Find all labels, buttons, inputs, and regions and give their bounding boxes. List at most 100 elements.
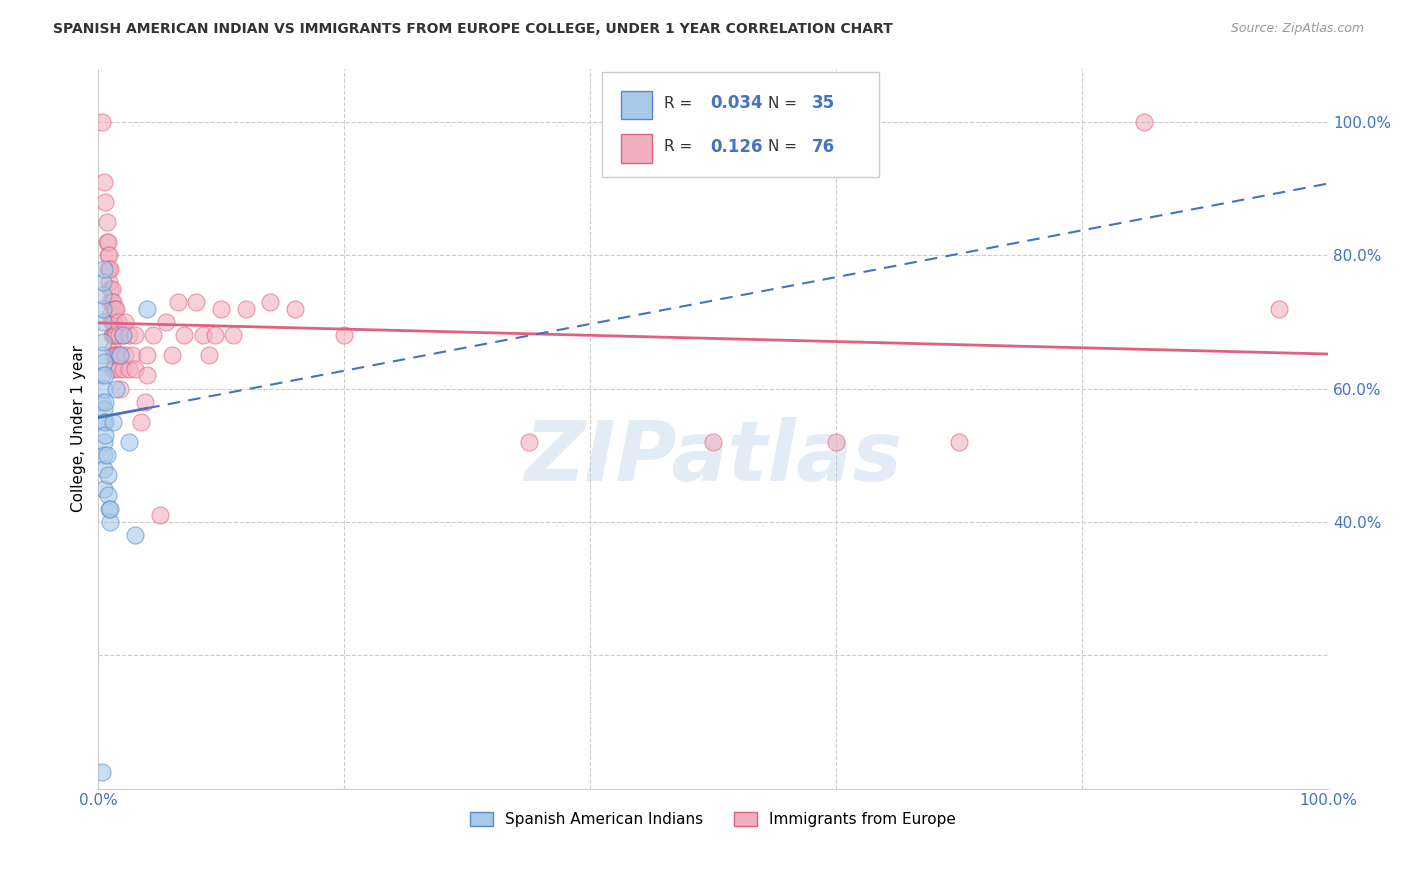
Point xyxy=(101,315,124,329)
Point xyxy=(825,434,848,449)
Point xyxy=(100,315,122,329)
Point xyxy=(93,448,115,462)
Point xyxy=(124,361,146,376)
Point xyxy=(104,301,127,316)
Point xyxy=(93,382,115,396)
Point xyxy=(100,281,122,295)
Point xyxy=(98,261,121,276)
Point xyxy=(97,261,120,276)
Point xyxy=(90,348,112,362)
Point xyxy=(118,328,141,343)
Point xyxy=(186,294,208,309)
Point xyxy=(204,328,226,343)
Point xyxy=(103,348,125,362)
Point xyxy=(209,301,232,316)
Point xyxy=(108,328,131,343)
Point xyxy=(98,501,121,516)
Point xyxy=(91,315,114,329)
Point xyxy=(93,175,115,189)
Point xyxy=(104,328,127,343)
Point xyxy=(93,415,115,429)
Point xyxy=(191,328,214,343)
Text: 0.034: 0.034 xyxy=(710,95,763,112)
Point xyxy=(259,294,281,309)
Point xyxy=(94,395,117,409)
Point xyxy=(94,415,117,429)
Point xyxy=(91,301,114,316)
Point xyxy=(101,415,124,429)
FancyBboxPatch shape xyxy=(602,72,879,177)
Point xyxy=(100,328,122,343)
Point xyxy=(136,348,159,362)
Text: 76: 76 xyxy=(811,138,835,156)
Point xyxy=(98,515,121,529)
Point xyxy=(118,434,141,449)
Point xyxy=(134,395,156,409)
Point xyxy=(90,368,112,383)
Point xyxy=(93,355,115,369)
Point xyxy=(155,315,177,329)
Point xyxy=(148,508,170,523)
Point xyxy=(94,428,117,442)
Point xyxy=(111,328,134,343)
Point xyxy=(94,368,117,383)
Point xyxy=(702,434,724,449)
Point xyxy=(121,348,143,362)
Text: R =: R = xyxy=(664,139,697,154)
Point xyxy=(124,328,146,343)
Point xyxy=(136,368,159,383)
Text: Source: ZipAtlas.com: Source: ZipAtlas.com xyxy=(1230,22,1364,36)
Point xyxy=(948,434,970,449)
Point xyxy=(103,328,125,343)
Point xyxy=(91,288,114,302)
Point xyxy=(1132,115,1154,129)
Point xyxy=(108,348,131,362)
Text: R =: R = xyxy=(664,95,697,111)
Point xyxy=(107,315,129,329)
Point xyxy=(101,361,124,376)
Point xyxy=(124,528,146,542)
Point xyxy=(93,482,115,496)
Point xyxy=(98,308,121,322)
Point xyxy=(101,294,124,309)
Text: N =: N = xyxy=(769,95,803,111)
Point xyxy=(108,361,131,376)
Point xyxy=(108,382,131,396)
Point xyxy=(103,361,125,376)
Point xyxy=(118,361,141,376)
Point xyxy=(167,294,190,309)
Text: 0.126: 0.126 xyxy=(710,138,763,156)
Point xyxy=(142,328,165,343)
Point xyxy=(100,294,122,309)
Point xyxy=(97,468,120,483)
Point xyxy=(98,281,121,295)
Point xyxy=(93,461,115,475)
Point xyxy=(98,294,121,309)
Point xyxy=(93,434,115,449)
Legend: Spanish American Indians, Immigrants from Europe: Spanish American Indians, Immigrants fro… xyxy=(463,805,963,835)
Point xyxy=(160,348,183,362)
Point xyxy=(96,448,118,462)
Text: ZIPatlas: ZIPatlas xyxy=(524,417,903,498)
Point xyxy=(136,301,159,316)
FancyBboxPatch shape xyxy=(621,135,651,163)
Point xyxy=(90,115,112,129)
Point xyxy=(101,328,124,343)
Text: 35: 35 xyxy=(811,95,835,112)
Point xyxy=(91,275,114,289)
Point xyxy=(111,328,134,343)
Point xyxy=(222,328,245,343)
Text: N =: N = xyxy=(769,139,803,154)
Point xyxy=(105,348,128,362)
Point xyxy=(97,488,120,502)
Point xyxy=(108,348,131,362)
Point xyxy=(101,342,124,356)
Point xyxy=(517,434,540,449)
Point xyxy=(103,315,125,329)
Point xyxy=(90,395,112,409)
Text: SPANISH AMERICAN INDIAN VS IMMIGRANTS FROM EUROPE COLLEGE, UNDER 1 YEAR CORRELAT: SPANISH AMERICAN INDIAN VS IMMIGRANTS FR… xyxy=(53,22,893,37)
Point xyxy=(94,194,117,209)
Point xyxy=(173,328,195,343)
Point xyxy=(111,361,134,376)
Point xyxy=(93,261,115,276)
